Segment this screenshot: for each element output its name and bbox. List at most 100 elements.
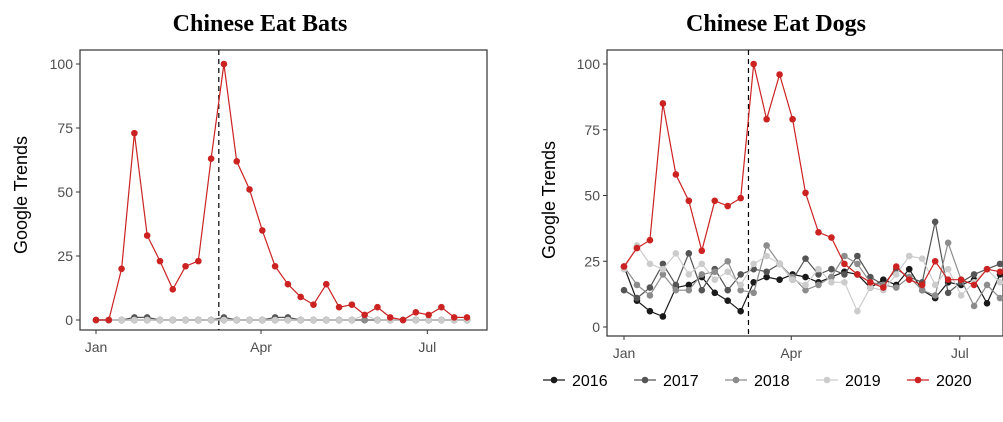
data-point-2017 bbox=[867, 273, 874, 281]
data-point-2019 bbox=[425, 316, 432, 324]
data-point-2017 bbox=[815, 271, 822, 278]
series-line-2017 bbox=[623, 221, 1001, 299]
data-point-2019 bbox=[776, 260, 783, 268]
data-point-2020 bbox=[246, 186, 253, 193]
data-point-2020 bbox=[996, 268, 1003, 276]
data-point-2016 bbox=[711, 289, 719, 297]
data-point-2020 bbox=[776, 71, 783, 78]
data-point-2020 bbox=[322, 280, 330, 288]
data-point-2020 bbox=[233, 157, 241, 165]
data-point-2018 bbox=[983, 281, 991, 289]
data-point-2017 bbox=[646, 284, 654, 291]
data-point-2019 bbox=[207, 316, 215, 324]
data-point-2018 bbox=[918, 286, 926, 294]
panel-2-title: Chinese Eat Dogs bbox=[686, 11, 866, 37]
data-point-2018 bbox=[672, 286, 680, 294]
data-point-2019 bbox=[711, 276, 719, 283]
data-point-2016 bbox=[763, 273, 770, 281]
data-point-2016 bbox=[685, 281, 693, 289]
data-point-2018 bbox=[659, 271, 667, 278]
data-point-2020 bbox=[335, 303, 343, 311]
data-point-2019 bbox=[996, 278, 1003, 286]
data-point-2017 bbox=[685, 250, 693, 257]
data-point-2016 bbox=[659, 313, 667, 320]
data-point-2019 bbox=[659, 265, 667, 273]
y-tick-label: 0 bbox=[592, 319, 600, 335]
data-point-2020 bbox=[854, 271, 861, 278]
data-point-2020 bbox=[659, 100, 667, 107]
data-point-2017 bbox=[763, 268, 770, 276]
data-point-2019 bbox=[957, 292, 965, 299]
data-point-2017 bbox=[698, 286, 706, 294]
data-point-2019 bbox=[412, 316, 420, 324]
y-tick-label: 50 bbox=[584, 188, 600, 204]
data-point-2016 bbox=[724, 297, 732, 305]
y-tick-label: 100 bbox=[577, 56, 601, 72]
data-point-2018 bbox=[711, 268, 719, 276]
legend-label-2019: 2019 bbox=[845, 373, 881, 390]
data-point-2016 bbox=[750, 278, 757, 286]
data-point-2018 bbox=[970, 302, 978, 310]
data-point-2018 bbox=[892, 284, 900, 291]
data-point-2019 bbox=[698, 260, 706, 268]
data-point-2020 bbox=[169, 285, 177, 293]
data-point-2020 bbox=[463, 314, 471, 321]
data-point-2018 bbox=[841, 252, 848, 260]
data-point-2020 bbox=[310, 301, 317, 308]
data-point-2020 bbox=[970, 281, 978, 289]
data-point-2017 bbox=[672, 281, 680, 289]
y-tick-label: 75 bbox=[584, 122, 600, 138]
data-point-2019 bbox=[828, 278, 835, 286]
data-point-2019 bbox=[802, 281, 809, 289]
plot-frame bbox=[79, 49, 488, 331]
data-point-2020 bbox=[737, 194, 744, 202]
legend-key-point-2019 bbox=[823, 376, 831, 384]
data-point-2019 bbox=[118, 316, 125, 324]
data-point-2019 bbox=[182, 316, 189, 324]
data-point-2019 bbox=[348, 316, 356, 324]
data-point-2018 bbox=[633, 281, 641, 289]
panel-1-title: Chinese Eat Bats bbox=[173, 11, 348, 37]
legend-key-point-2020 bbox=[914, 376, 922, 384]
data-point-2019 bbox=[259, 316, 266, 324]
data-point-2018 bbox=[815, 281, 822, 289]
data-point-2020 bbox=[195, 257, 202, 265]
data-point-2020 bbox=[802, 189, 809, 197]
data-point-2020 bbox=[685, 197, 693, 205]
legend-label-2016: 2016 bbox=[572, 373, 608, 390]
data-point-2020 bbox=[118, 265, 125, 273]
x-tick-label: Apr bbox=[250, 339, 272, 355]
data-point-2018 bbox=[737, 286, 744, 294]
legend-key-point-2017 bbox=[641, 376, 649, 384]
data-point-2020 bbox=[207, 155, 215, 163]
panel-1-plot: 0 25 50 75 100 Jan Apr Jul bbox=[50, 49, 488, 355]
data-point-2020 bbox=[374, 303, 381, 311]
data-point-2020 bbox=[931, 257, 939, 265]
legend-label-2017: 2017 bbox=[663, 373, 699, 390]
data-point-2018 bbox=[931, 292, 939, 299]
data-point-2020 bbox=[918, 281, 926, 289]
data-point-2019 bbox=[195, 316, 202, 324]
data-point-2019 bbox=[815, 265, 822, 273]
data-point-2020 bbox=[361, 311, 368, 319]
series-line-2020 bbox=[623, 63, 1001, 289]
data-point-2016 bbox=[646, 307, 654, 315]
data-point-2020 bbox=[957, 276, 965, 283]
data-point-2020 bbox=[815, 229, 822, 236]
data-point-2019 bbox=[905, 252, 913, 260]
data-point-2020 bbox=[438, 303, 445, 311]
data-point-2020 bbox=[763, 115, 770, 123]
data-point-2017 bbox=[802, 255, 809, 262]
data-point-2019 bbox=[284, 316, 292, 324]
data-point-2016 bbox=[880, 276, 887, 283]
x-tick-label: Apr bbox=[780, 345, 802, 361]
data-point-2016 bbox=[983, 300, 991, 307]
data-point-2019 bbox=[335, 316, 343, 324]
data-point-2017 bbox=[841, 271, 848, 278]
data-point-2017 bbox=[996, 260, 1003, 268]
data-point-2019 bbox=[854, 307, 861, 315]
data-point-2018 bbox=[750, 289, 757, 297]
data-point-2018 bbox=[996, 294, 1003, 302]
x-tick-label: Jan bbox=[85, 339, 108, 355]
data-point-2019 bbox=[646, 260, 654, 268]
